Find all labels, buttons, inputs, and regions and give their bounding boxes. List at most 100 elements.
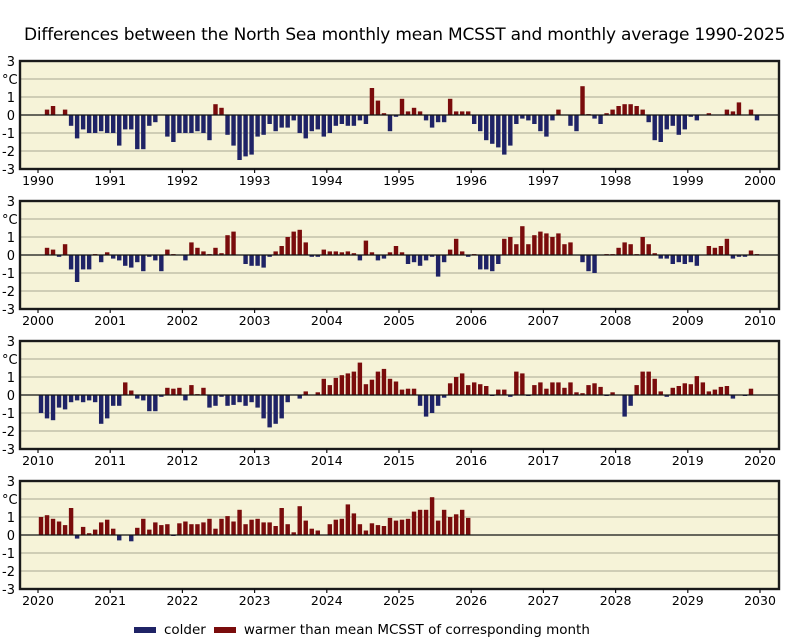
bar <box>754 115 760 121</box>
bar <box>135 255 140 263</box>
bar <box>429 395 435 413</box>
bar <box>514 371 519 395</box>
bar <box>135 115 140 150</box>
bar <box>333 251 339 255</box>
bar <box>123 115 128 130</box>
bar <box>520 373 525 395</box>
bar <box>345 115 351 126</box>
bar <box>484 255 489 270</box>
bar <box>664 255 669 259</box>
bar <box>658 255 663 259</box>
bar <box>616 247 621 255</box>
bar <box>249 519 254 535</box>
bar <box>568 382 573 395</box>
bar <box>44 515 50 535</box>
bar <box>393 520 399 535</box>
x-tick-label: 2002 <box>166 313 198 328</box>
bar <box>225 395 230 406</box>
bar <box>544 388 549 395</box>
bar <box>736 255 742 257</box>
bar <box>339 252 345 255</box>
bar <box>231 521 236 535</box>
bar <box>472 115 477 124</box>
x-tick-label: 2029 <box>672 593 704 608</box>
bar <box>38 395 44 413</box>
bar <box>520 226 525 255</box>
bar <box>104 252 110 255</box>
bar <box>213 247 218 255</box>
bar <box>435 255 441 277</box>
bar <box>351 253 357 255</box>
bar <box>363 530 369 535</box>
bar <box>375 371 381 395</box>
x-tick-label: 2026 <box>455 593 487 608</box>
bar <box>321 378 326 395</box>
y-tick-label: 0 <box>7 109 15 124</box>
bar <box>225 235 230 255</box>
bar <box>706 391 712 395</box>
bar <box>526 115 531 121</box>
bar <box>688 115 694 117</box>
bar <box>640 371 645 395</box>
bar <box>189 385 194 395</box>
x-tick-label: 1997 <box>527 173 559 188</box>
bar <box>694 255 700 266</box>
bar <box>68 255 74 270</box>
bar <box>375 255 381 261</box>
y-tick-label: -3 <box>2 443 15 458</box>
bar <box>411 388 417 395</box>
bar <box>508 115 513 146</box>
bar <box>502 115 507 155</box>
bar <box>610 109 615 115</box>
bar <box>183 255 188 261</box>
bar <box>98 395 104 424</box>
bar <box>74 395 80 401</box>
bar <box>68 115 74 126</box>
bar <box>538 115 543 132</box>
bar <box>538 382 543 395</box>
bar <box>465 517 471 535</box>
bar <box>153 522 158 535</box>
y-tick-label: 1 <box>7 91 15 106</box>
y-tick-label: 0 <box>7 389 15 404</box>
bar <box>183 521 188 535</box>
bar <box>676 255 681 263</box>
bar <box>459 111 465 115</box>
bar <box>502 389 507 395</box>
bar <box>207 518 212 535</box>
bar <box>225 516 230 535</box>
x-tick-label: 2011 <box>94 453 126 468</box>
bar <box>201 115 206 133</box>
bar <box>592 255 597 273</box>
bar <box>490 255 495 272</box>
bar <box>141 255 146 272</box>
bar <box>80 115 86 130</box>
bar <box>351 115 357 126</box>
x-tick-label: 1999 <box>672 173 704 188</box>
bar <box>574 392 579 395</box>
y-tick-label: -1 <box>2 547 15 562</box>
bar <box>219 395 224 397</box>
bar <box>315 530 320 535</box>
bar <box>646 371 651 395</box>
bar <box>658 391 663 395</box>
bar <box>700 382 706 395</box>
x-tick-label: 2023 <box>239 593 271 608</box>
y-tick-label: -3 <box>2 303 15 318</box>
bar <box>207 115 212 141</box>
bar <box>357 115 363 121</box>
bar <box>297 506 302 535</box>
y-axis-unit-label: °C <box>2 493 18 508</box>
bar <box>195 247 200 255</box>
legend-colder-swatch <box>134 627 156 633</box>
x-tick-label: 2020 <box>744 453 776 468</box>
bar <box>291 115 296 121</box>
bar <box>718 246 724 255</box>
bar <box>141 395 146 401</box>
bar <box>327 251 333 255</box>
legend-colder-label: colder <box>164 622 206 638</box>
x-tick-label: 2010 <box>22 453 54 468</box>
bar <box>111 395 116 406</box>
bar <box>225 115 230 135</box>
bar <box>279 115 284 128</box>
